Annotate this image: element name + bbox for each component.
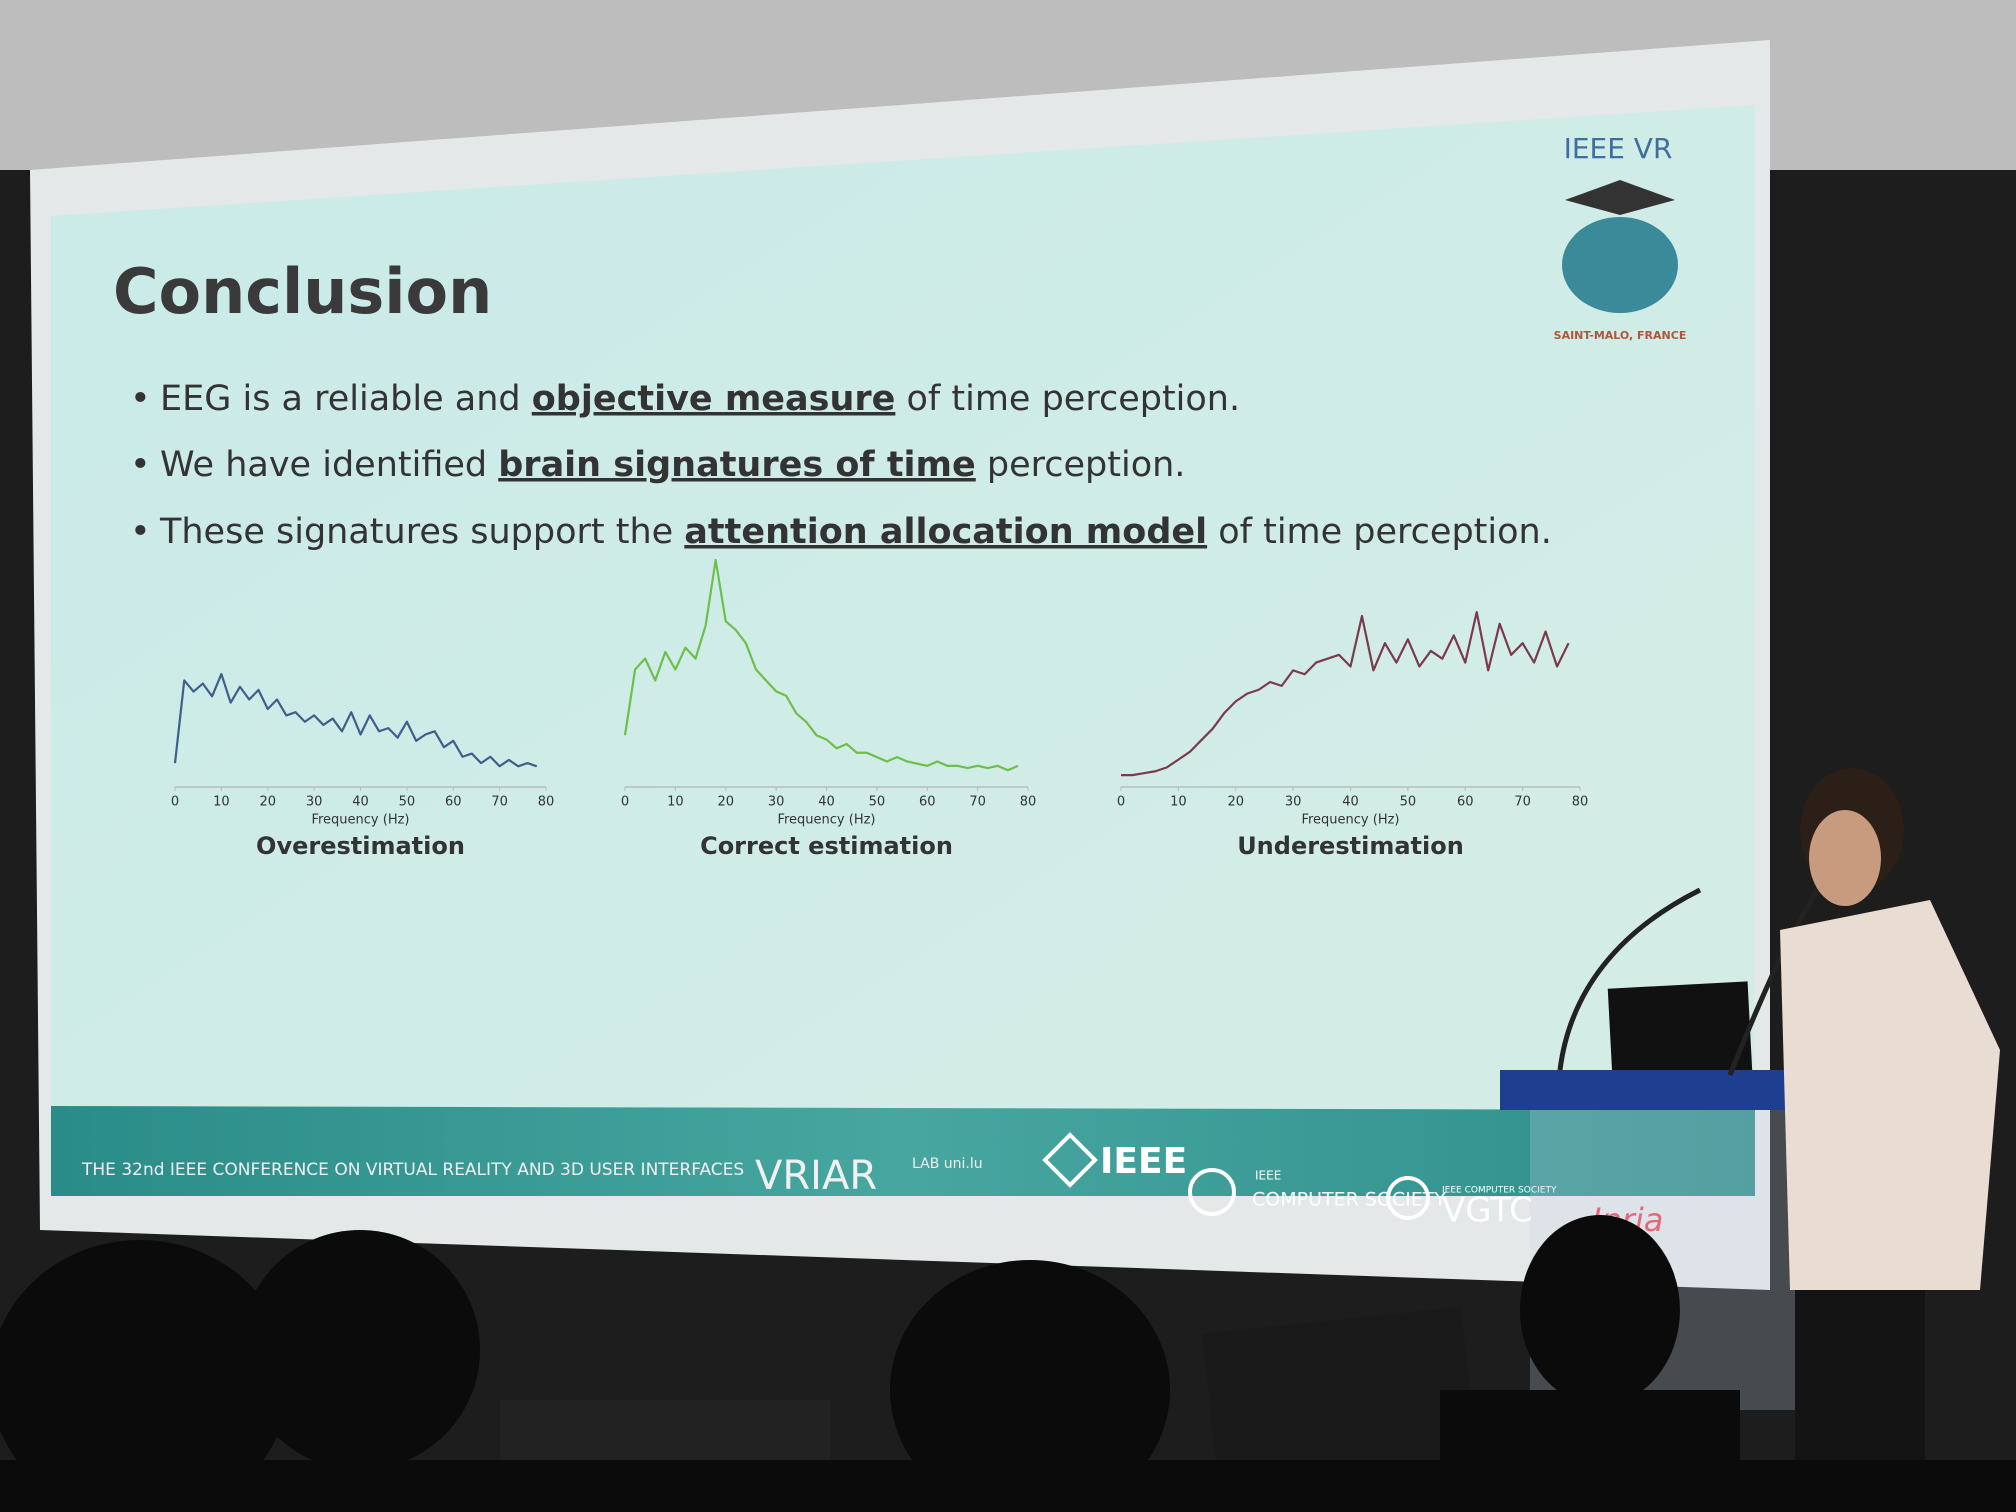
chart-title: Overestimation (256, 832, 465, 860)
x-tick-label: 70 (491, 795, 508, 810)
chart-title: Underestimation (1237, 832, 1464, 860)
charts: 0 10 20 30 40 50 60 70 80 Frequency (Hz) Overestim… (171, 558, 1589, 860)
logo-place: SAINT-MALO, FRANCE (1554, 329, 1687, 342)
x-tick-label: 0 (171, 795, 179, 810)
microphone (1557, 887, 1702, 1071)
x-tick-label: 70 (969, 795, 986, 810)
head (240, 1230, 480, 1470)
text: perception. (976, 445, 1186, 485)
text: We have identified (160, 445, 498, 485)
x-tick-label: 10 (213, 795, 230, 810)
x-tick-label: 40 (1342, 795, 1359, 810)
cs-logo (1188, 1168, 1236, 1216)
emphasis: objective measure (532, 379, 896, 419)
chart-title: Correct estimation (700, 832, 953, 860)
logo: IEEE VR SAINT-MALO, FRANCE (1554, 132, 1687, 342)
logo-title: IEEE VR (1564, 132, 1673, 165)
bullet: • (130, 445, 151, 485)
bullets: • EEG is a reliable and objective measur… (130, 379, 1552, 552)
seats (0, 1460, 2016, 1512)
x-tick-label: 80 (1020, 795, 1037, 810)
microphone (1727, 868, 1833, 1076)
bullet-text: These signatures support the attention a… (159, 512, 1552, 552)
x-tick-label: 50 (869, 795, 886, 810)
x-tick-label: 40 (352, 795, 369, 810)
speaker-face (1809, 810, 1881, 906)
x-tick-label: 30 (1285, 795, 1302, 810)
x-axis-label: Frequency (Hz) (777, 813, 875, 828)
octopus (1562, 217, 1678, 313)
x-tick-label: 30 (768, 795, 785, 810)
lab-sub: LAB uni.lu (912, 1156, 983, 1172)
slide (51, 105, 1755, 1196)
x-tick-label: 50 (1400, 795, 1417, 810)
text: of time perception. (1207, 512, 1552, 552)
lab-logo: VRIAR (755, 1153, 877, 1199)
footer-band (51, 1106, 1755, 1196)
cs: COMPUTER SOCIETY (1252, 1189, 1446, 1211)
x-tick-label: 0 (621, 795, 629, 810)
line (623, 558, 1019, 772)
x-tick-label: 80 (538, 795, 555, 810)
slide-title: Conclusion (113, 255, 492, 328)
x-tick-label: 60 (1457, 795, 1474, 810)
line (1121, 611, 1570, 777)
x-tick-label: 10 (667, 795, 684, 810)
conference: THE 32nd IEEE CONFERENCE ON VIRTUAL REAL… (81, 1160, 744, 1180)
x-tick-label: 0 (1117, 795, 1125, 810)
text: EEG is a reliable and (160, 379, 532, 419)
emphasis: brain signatures of time (498, 445, 976, 485)
x-axis-label: Frequency (Hz) (1301, 813, 1399, 828)
bullet-text: EEG is a reliable and objective measure … (160, 379, 1240, 419)
x-tick-label: 60 (445, 795, 462, 810)
head (0, 1240, 290, 1512)
speaker-body (1780, 900, 2000, 1290)
bullet: • (130, 379, 151, 419)
laptop (1202, 1306, 1478, 1494)
vgtc-top: IEEE COMPUTER SOCIETY (1442, 1186, 1557, 1196)
x-tick-label: 20 (717, 795, 734, 810)
ieee: IEEE (1100, 1141, 1187, 1182)
text: of time perception. (895, 379, 1240, 419)
hat (1565, 180, 1675, 215)
head (1520, 1215, 1680, 1405)
bullet-text: We have identified brain signatures of t… (160, 445, 1185, 485)
x-axis-label: Frequency (Hz) (311, 813, 409, 828)
audience (0, 1215, 2016, 1512)
vgtc-logo (1386, 1176, 1430, 1220)
bullet: • (130, 512, 151, 552)
laptop (1607, 981, 1753, 1084)
cs-top: IEEE (1255, 1169, 1281, 1183)
line (173, 672, 538, 768)
x-tick-label: 40 (818, 795, 835, 810)
text: These signatures support the (159, 512, 684, 552)
x-tick-label: 50 (399, 795, 416, 810)
x-tick-label: 80 (1572, 795, 1589, 810)
x-tick-label: 20 (1227, 795, 1244, 810)
emphasis: attention allocation model (684, 512, 1207, 552)
x-tick-label: 10 (1170, 795, 1187, 810)
ieee-diamond (1042, 1132, 1098, 1188)
x-tick-label: 60 (919, 795, 936, 810)
x-tick-label: 20 (259, 795, 276, 810)
x-tick-label: 30 (306, 795, 323, 810)
head (890, 1260, 1170, 1512)
x-tick-label: 70 (1514, 795, 1531, 810)
vgtc: VGTC (1442, 1191, 1533, 1231)
